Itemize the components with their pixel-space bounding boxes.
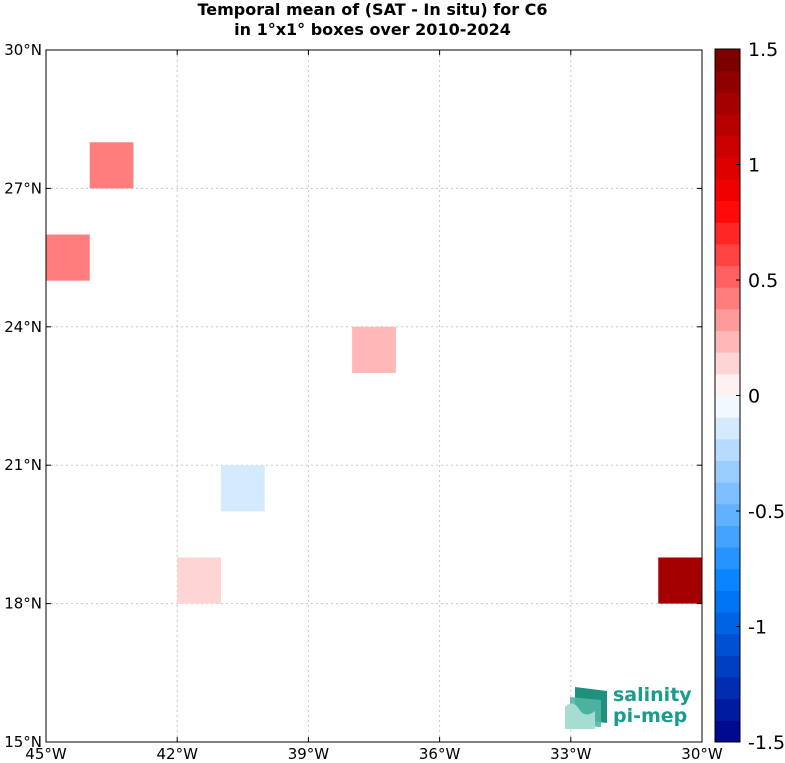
- colorbar-swatch: [715, 222, 740, 245]
- colorbar-swatch: [715, 482, 740, 505]
- colorbar-swatch: [715, 720, 740, 743]
- colorbar-swatch: [715, 330, 740, 353]
- data-cell: [658, 557, 702, 604]
- data-cell: [220, 465, 265, 512]
- colorbar-tick-label: 1: [748, 155, 760, 177]
- chart-title: Temporal mean of (SAT - In situ) for C6 …: [0, 0, 745, 40]
- colorbar-swatch: [715, 612, 740, 635]
- colorbar-swatch: [715, 70, 740, 93]
- axis-ticks: 45°W 42°W 39°W 36°W 33°W 30°W 15°N 18°N 21°N 24°N…: [4, 41, 723, 763]
- logo-text-salinity: salinity: [613, 684, 692, 706]
- colorbar-swatch: [715, 200, 740, 223]
- colorbar-swatch: [715, 395, 740, 418]
- colorbar-swatch: [715, 460, 740, 483]
- salinity-pimep-logo: salinity pi-mep: [565, 685, 695, 730]
- x-tick-label: 30°W: [681, 745, 723, 763]
- colorbar-swatch: [715, 590, 740, 613]
- y-tick-label: 24°N: [4, 318, 42, 336]
- colorbar-swatch: [715, 135, 740, 158]
- chart-title-line1: Temporal mean of (SAT - In situ) for C6: [197, 0, 548, 19]
- colorbar-swatch: [715, 417, 740, 440]
- colorbar-tick-label: -1: [748, 617, 767, 639]
- y-tick-label: 21°N: [4, 456, 42, 474]
- colorbar-swatch: [715, 698, 740, 721]
- colorbar-swatch: [715, 92, 740, 115]
- colorbar-tick-label: 1.5: [748, 39, 778, 61]
- x-tick-label: 45°W: [25, 745, 67, 763]
- colorbar-tick-label: 0.5: [748, 270, 778, 292]
- data-cell: [46, 234, 90, 281]
- colorbar-swatch: [715, 373, 740, 396]
- x-tick-label: 33°W: [550, 745, 592, 763]
- y-tick-label: 18°N: [4, 595, 42, 613]
- colorbar-tick-label: -1.5: [748, 732, 785, 754]
- colorbar-swatch: [715, 178, 740, 202]
- data-cells: [46, 142, 702, 604]
- colorbar-swatch: [715, 352, 740, 375]
- colorbar-swatch: [715, 547, 740, 570]
- colorbar-swatch: [715, 243, 740, 267]
- colorbar-tick-label: 0: [748, 386, 760, 408]
- colorbar-swatch: [715, 113, 740, 137]
- x-tick-label: 36°W: [419, 745, 461, 763]
- colorbar-swatch: [715, 157, 740, 180]
- plot-frame: [45, 49, 703, 743]
- colorbar-swatch: [715, 633, 740, 656]
- logo-text-pimep: pi-mep: [613, 705, 688, 727]
- data-cell: [89, 142, 134, 189]
- colorbar-swatch: [715, 49, 740, 72]
- data-cell: [352, 326, 396, 373]
- colorbar-swatch: [715, 568, 740, 591]
- colorbar-swatches: [715, 49, 740, 743]
- colorbar-tick-label: -0.5: [748, 501, 785, 523]
- data-cell: [177, 557, 221, 604]
- y-tick-label: 15°N: [4, 733, 42, 751]
- y-tick-label: 30°N: [4, 41, 42, 59]
- colorbar-swatch: [715, 655, 740, 678]
- colorbar-swatch: [715, 438, 740, 461]
- chart-title-line2: in 1°x1° boxes over 2010-2024: [234, 20, 511, 39]
- x-tick-label: 39°W: [288, 745, 330, 763]
- x-tick-label: 42°W: [156, 745, 198, 763]
- colorbar-swatch: [715, 308, 740, 332]
- colorbar-swatch: [715, 287, 740, 310]
- colorbar-swatch: [715, 677, 740, 700]
- colorbar-swatch: [715, 503, 740, 526]
- colorbar-swatch: [715, 525, 740, 548]
- colorbar-ticks: 1.5 1 0.5 0 -0.5 -1 -1.5: [736, 39, 785, 754]
- colorbar-swatch: [715, 265, 740, 288]
- grid-lines: [46, 50, 702, 742]
- wave-logo-icon: [565, 687, 607, 729]
- y-tick-label: 27°N: [4, 179, 42, 197]
